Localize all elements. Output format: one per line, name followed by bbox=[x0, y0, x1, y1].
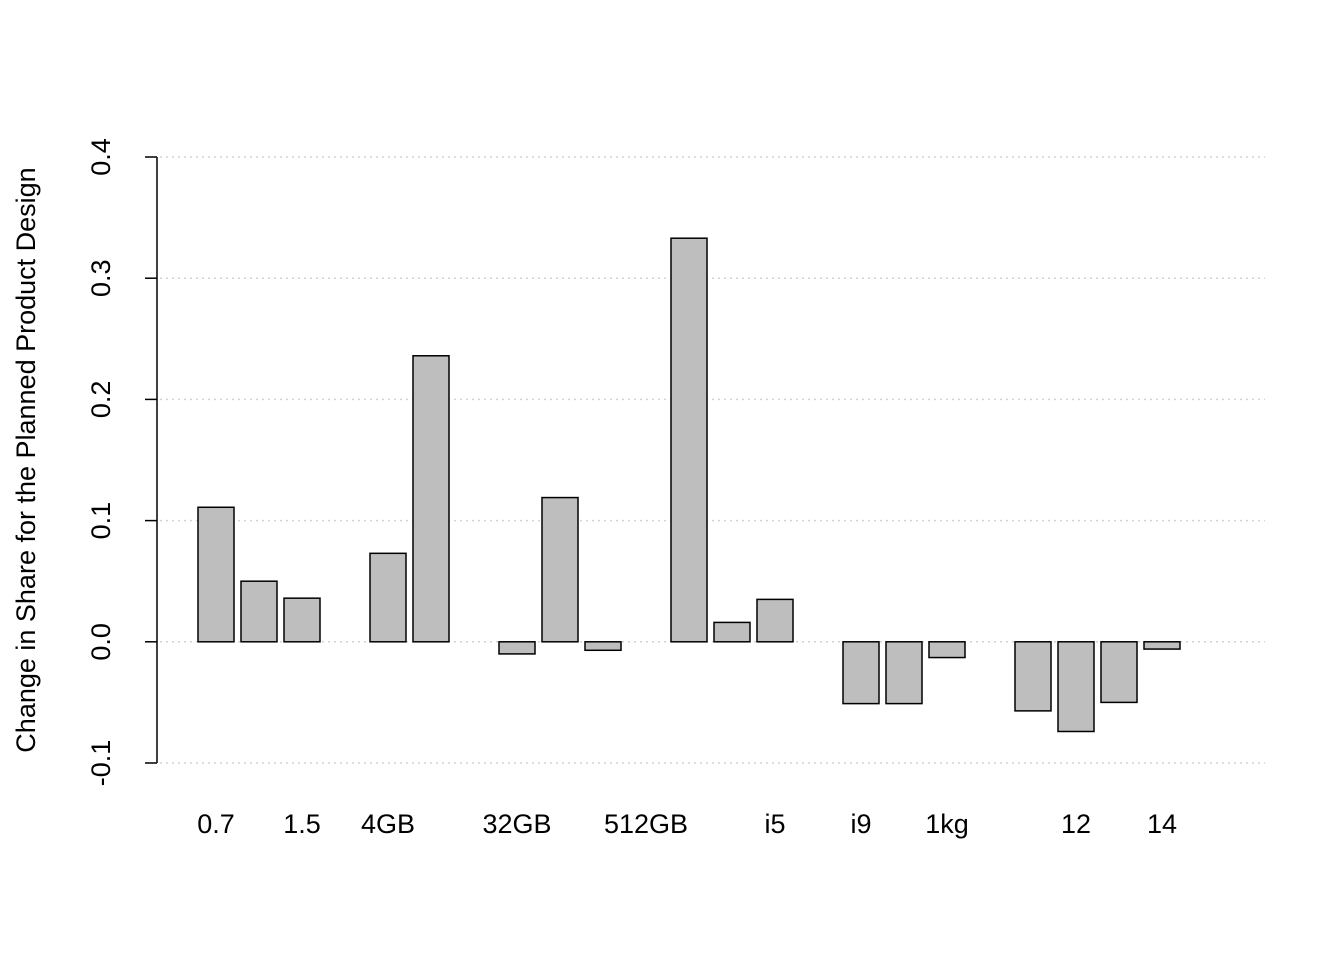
x-tick-label: 14 bbox=[1147, 809, 1177, 839]
bar bbox=[928, 641, 966, 659]
bar bbox=[240, 580, 278, 643]
x-tick-label: 12 bbox=[1061, 809, 1091, 839]
bar bbox=[842, 641, 880, 705]
bar bbox=[1014, 641, 1052, 712]
bar bbox=[197, 506, 235, 643]
bar bbox=[1057, 641, 1095, 733]
bar bbox=[670, 237, 708, 643]
x-tick-label: 0.7 bbox=[197, 809, 235, 839]
bar bbox=[498, 641, 536, 655]
y-tick-label: -0.1 bbox=[86, 740, 116, 787]
x-tick-label: i5 bbox=[764, 809, 785, 839]
bar bbox=[1100, 641, 1138, 704]
bar bbox=[584, 641, 622, 652]
y-tick-label: 0.0 bbox=[86, 623, 116, 661]
y-tick-label: 0.3 bbox=[86, 259, 116, 297]
bar bbox=[1143, 641, 1181, 650]
x-tick-label: 32GB bbox=[482, 809, 551, 839]
y-tick-label: 0.1 bbox=[86, 502, 116, 540]
y-tick-label: 0.2 bbox=[86, 381, 116, 419]
y-axis-label: Change in Share for the Planned Product … bbox=[11, 167, 41, 752]
bar bbox=[756, 598, 794, 643]
bar bbox=[885, 641, 923, 705]
bar bbox=[369, 552, 407, 643]
bar bbox=[541, 496, 579, 643]
x-tick-label: 512GB bbox=[604, 809, 688, 839]
x-tick-label: i9 bbox=[850, 809, 871, 839]
bar bbox=[412, 355, 450, 643]
x-tick-label: 1kg bbox=[925, 809, 969, 839]
bar bbox=[283, 597, 321, 643]
x-tick-label: 4GB bbox=[361, 809, 415, 839]
x-tick-label: 1.5 bbox=[283, 809, 321, 839]
bar bbox=[713, 621, 751, 643]
y-tick-label: 0.4 bbox=[86, 138, 116, 176]
